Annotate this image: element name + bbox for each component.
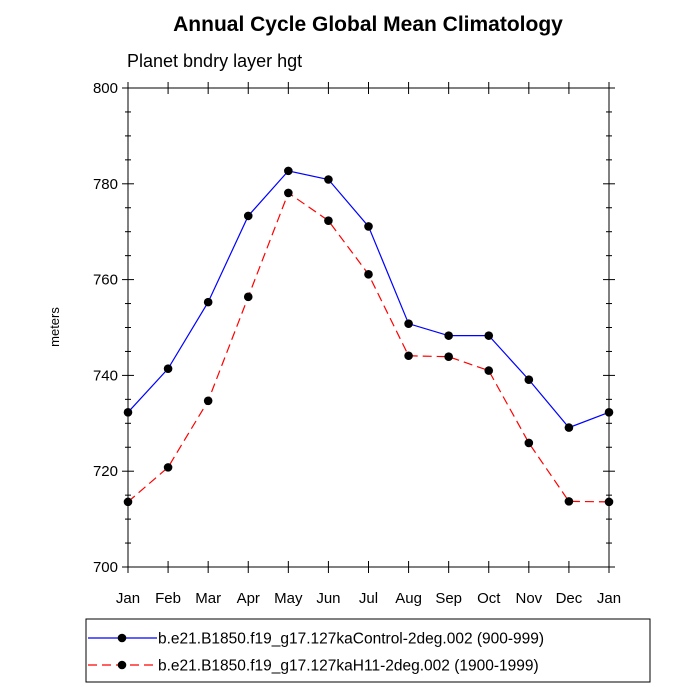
- data-point: [284, 166, 293, 176]
- data-point: [123, 407, 133, 417]
- y-tick-label: 720: [93, 463, 118, 480]
- x-tick-label: Jan: [597, 590, 621, 607]
- y-axis: 700 720 740 760 780 800: [93, 80, 615, 576]
- data-point: [203, 396, 213, 406]
- legend: b.e21.B1850.f19_g17.127kaControl-2deg.00…: [85, 618, 651, 683]
- data-point: [123, 497, 133, 507]
- series-line: [127, 191, 610, 503]
- series-1: [123, 166, 614, 432]
- x-tick-label: Feb: [155, 590, 181, 607]
- legend-label: b.e21.B1850.f19_g17.127kaControl-2deg.00…: [158, 631, 544, 648]
- y-tick-label: 700: [93, 559, 118, 576]
- x-tick-label: Apr: [237, 590, 260, 607]
- data-point: [163, 463, 173, 472]
- series-layer: [123, 166, 614, 507]
- series-2: [123, 188, 614, 507]
- series-line: [127, 170, 610, 429]
- data-point: [484, 331, 494, 340]
- plot-area: [127, 87, 610, 568]
- data-point: [524, 438, 534, 448]
- data-point: [364, 270, 373, 279]
- chart-title: Annual Cycle Global Mean Climatology: [173, 13, 563, 36]
- x-tick-label: Dec: [556, 590, 583, 607]
- data-point: [444, 352, 453, 362]
- data-point: [564, 497, 574, 506]
- legend-label: b.e21.B1850.f19_g17.127kaH11-2deg.002 (1…: [158, 658, 539, 675]
- data-point: [243, 292, 253, 302]
- plot-border: [127, 87, 610, 568]
- y-tick-label: 800: [93, 80, 118, 97]
- data-point: [444, 331, 453, 340]
- legend-box: [85, 618, 651, 683]
- legend-item: b.e21.B1850.f19_g17.127kaH11-2deg.002 (1…: [88, 658, 539, 675]
- data-point: [484, 366, 494, 375]
- data-point: [163, 364, 173, 373]
- y-axis-label: meters: [47, 307, 62, 347]
- x-tick-label: Oct: [477, 590, 501, 607]
- x-tick-label: Jun: [316, 590, 340, 607]
- x-tick-label: Aug: [395, 590, 422, 607]
- x-tick-label: May: [274, 590, 303, 607]
- x-tick-label: Jan: [116, 590, 140, 607]
- y-tick-label: 780: [93, 176, 118, 193]
- data-point: [604, 407, 614, 417]
- data-point: [404, 351, 413, 361]
- legend-item: b.e21.B1850.f19_g17.127kaControl-2deg.00…: [88, 631, 544, 648]
- data-point: [243, 211, 253, 221]
- data-point: [203, 297, 213, 307]
- data-point: [284, 188, 293, 198]
- legend-marker: [117, 633, 127, 643]
- data-point: [524, 375, 534, 385]
- data-point: [324, 175, 333, 184]
- x-tick-label: Sep: [435, 590, 462, 607]
- data-point: [564, 423, 574, 432]
- x-tick-label: Mar: [195, 590, 221, 607]
- x-tick-label: Jul: [359, 590, 378, 607]
- data-point: [604, 497, 614, 507]
- data-point: [404, 319, 413, 328]
- y-tick-label: 760: [93, 272, 118, 289]
- data-point: [324, 216, 333, 225]
- x-axis: Jan Feb Mar Apr May Jun Jul Aug Sep Oct Nov Dec Jan: [116, 82, 621, 607]
- chart-subtitle: Planet bndry layer hgt: [127, 51, 302, 71]
- x-tick-label: Nov: [515, 590, 542, 607]
- y-tick-label: 740: [93, 367, 118, 384]
- data-point: [364, 222, 373, 231]
- legend-marker: [117, 660, 127, 670]
